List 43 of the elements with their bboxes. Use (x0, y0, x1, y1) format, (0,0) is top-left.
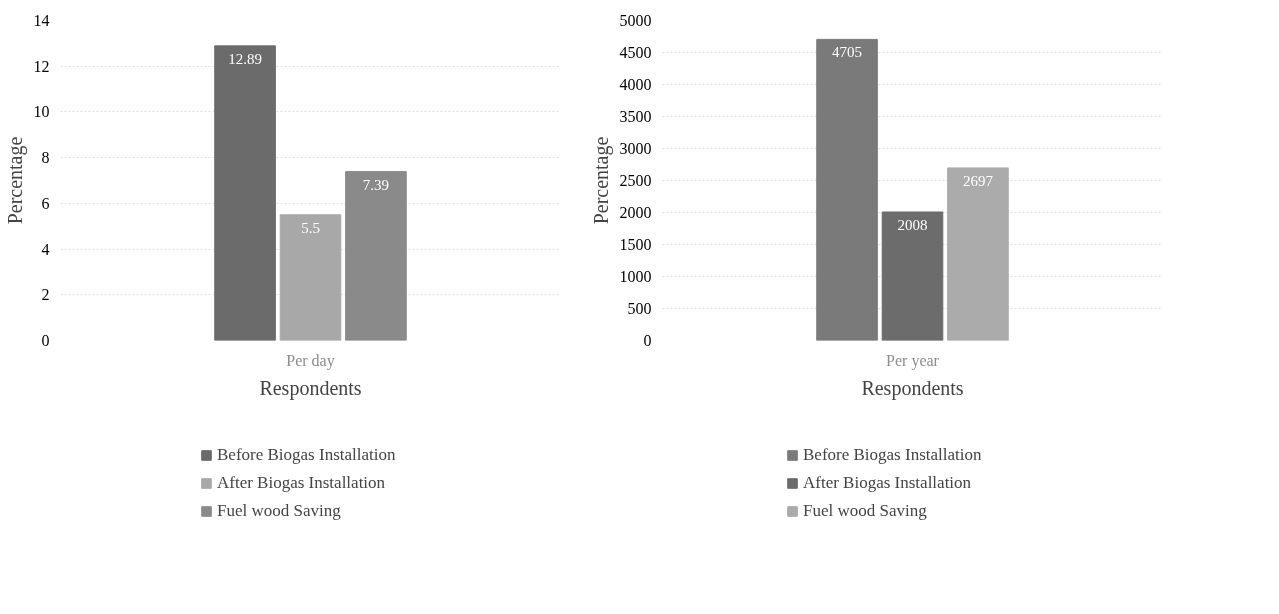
legend-label: Fuel wood Saving (217, 501, 341, 521)
y-tick-label: 4 (41, 240, 50, 258)
y-tick-label: 500 (627, 300, 652, 317)
bar (279, 214, 342, 341)
y-tick-label: 3500 (619, 108, 652, 125)
y-tick-label: 8 (41, 149, 50, 167)
bar (881, 211, 944, 341)
y-tick-label: 0 (41, 332, 50, 349)
bar (947, 167, 1009, 341)
y-axis-title: Percentage (3, 136, 27, 225)
y-tick-label: 1500 (619, 236, 652, 253)
y-tick-label: 2000 (619, 204, 652, 221)
x-axis-title: Respondents (259, 376, 362, 400)
y-axis-title: Percentage (589, 136, 613, 225)
y-tick-label: 4500 (619, 44, 652, 61)
legend-label: After Biogas Installation (217, 473, 386, 493)
y-tick-label: 2500 (619, 172, 652, 189)
y-tick-label: 4000 (619, 76, 652, 93)
y-tick-label: 10 (33, 103, 50, 121)
y-tick-label: 0 (643, 332, 652, 349)
legend-label: Before Biogas Installation (803, 445, 982, 465)
y-tick-label: 5000 (619, 12, 652, 29)
x-tick-label: Per day (286, 351, 335, 370)
y-tick-label: 12 (33, 57, 50, 75)
data-label: 7.39 (362, 176, 390, 193)
y-tick-label: 3000 (619, 140, 652, 157)
data-label: 4705 (832, 44, 863, 61)
data-label: 2008 (897, 216, 928, 233)
y-tick-label: 1000 (619, 268, 652, 285)
x-tick-label: Per year (886, 351, 940, 370)
bar (345, 171, 407, 341)
y-tick-label: 14 (33, 12, 50, 29)
y-tick-label: 2 (41, 286, 50, 304)
x-axis-title: Respondents (861, 376, 964, 400)
data-label: 5.5 (301, 219, 320, 236)
data-label: 2697 (962, 172, 994, 189)
legend-label: Before Biogas Installation (217, 445, 396, 465)
legend-label: Fuel wood Saving (803, 501, 927, 521)
legend-label: After Biogas Installation (803, 473, 972, 493)
bar (214, 45, 276, 341)
data-label: 12.89 (228, 50, 262, 67)
y-tick-label: 6 (41, 194, 50, 212)
bar (816, 38, 878, 341)
